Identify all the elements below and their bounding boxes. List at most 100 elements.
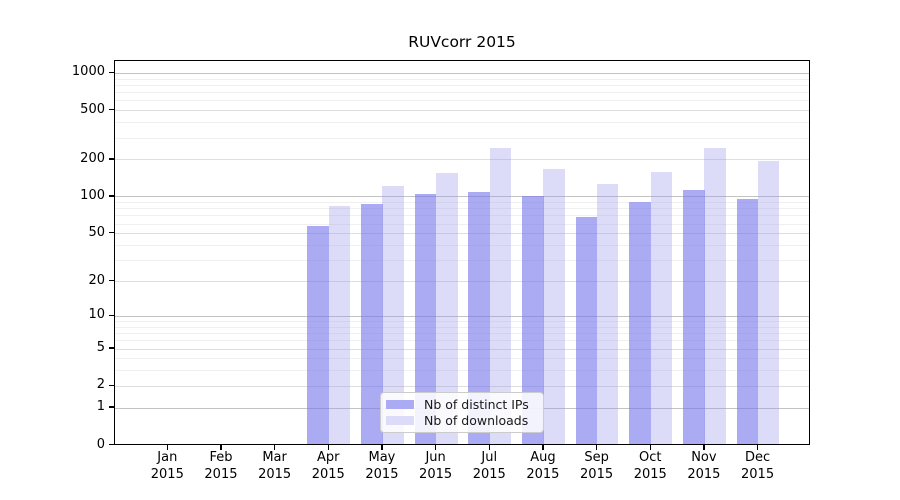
y-tick-label-2: 2 [96,377,105,393]
gridline-900 [115,78,809,80]
bar-ips-sep [575,217,598,444]
gridline-100 [115,196,809,198]
gridline-3 [115,370,809,372]
bar-downloads-jul [489,147,512,444]
x-tick-aug [542,444,544,450]
x-tick-label-sep: Sep 2015 [580,450,614,482]
bar-ips-dec [736,199,759,444]
y-tick-label-0: 0 [96,436,105,452]
x-tick-nov [703,444,705,450]
gridline-30 [115,260,809,262]
legend-item-downloads: Nb of downloads [386,413,537,428]
gridline-1000 [115,72,809,74]
y-tick-label-500: 500 [80,101,105,117]
gridline-800 [115,84,809,86]
x-tick-label-nov: Nov 2015 [687,450,721,482]
legend-item-distinct-ips: Nb of distinct IPs [386,397,537,412]
y-tick-label-1000: 1000 [71,64,105,80]
bar-downloads-jun [436,172,458,444]
bar-ips-oct [629,202,651,444]
bar-ips-may [361,204,383,444]
x-tick-jan [166,444,168,450]
legend-swatch-downloads [386,415,414,425]
y-tick-label-200: 200 [80,150,105,166]
gridline-70 [115,215,809,217]
y-tick-label-100: 100 [80,187,105,203]
y-tick-500 [109,109,114,111]
gridline-90 [115,202,809,204]
x-tick-may [381,444,383,450]
x-tick-mar [273,444,276,450]
gridline-600 [115,100,809,102]
x-tick-label-jun: Jun 2015 [419,450,453,482]
gridline-500 [115,110,809,112]
x-tick-feb [220,444,222,450]
bar-ips-jul [468,191,490,444]
y-tick-1 [109,406,114,408]
legend: Nb of distinct IPs Nb of downloads [380,391,544,433]
legend-label-distinct-ips: Nb of distinct IPs [424,396,529,412]
legend-swatch-distinct-ips [386,399,414,409]
y-tick-label-20: 20 [88,272,105,288]
gridline-20 [115,281,809,283]
gridline-9 [115,320,809,322]
plot-area [114,59,810,445]
bar-downloads-aug [543,168,565,444]
chart-title: RUVcorr 2015 [408,33,516,51]
y-tick-100 [109,195,114,197]
x-tick-apr [327,444,329,450]
gridline-40 [115,245,809,246]
bar-ips-jun [414,194,437,444]
y-tick-200 [109,158,114,160]
gridline-60 [115,223,809,225]
x-tick-label-jul: Jul 2015 [472,450,506,482]
x-tick-label-aug: Aug 2015 [526,450,560,482]
bar-downloads-may [382,185,404,444]
bar-downloads-oct [650,171,673,444]
gridline-7 [115,333,809,335]
gridline-700 [115,92,809,94]
gridline-80 [115,208,809,210]
x-tick-label-oct: Oct 2015 [633,450,667,482]
gridline-50 [115,233,809,235]
y-tick-label-1: 1 [96,399,105,415]
x-tick-label-mar: Mar 2015 [258,450,292,482]
x-tick-dec [756,444,759,450]
y-tick-20 [109,279,114,282]
bar-downloads-apr [328,206,351,444]
bar-downloads-sep [596,184,619,444]
gridline-2 [115,385,809,387]
y-tick-50 [109,232,114,234]
gridline-200 [115,159,809,161]
bar-ips-nov [683,189,705,444]
gridline-6 [115,340,809,342]
x-tick-jun [434,444,437,450]
gridline-300 [115,137,809,139]
bar-ips-aug [522,196,544,444]
bar-downloads-dec [757,161,780,444]
gridline-8 [115,326,809,328]
y-tick-0 [109,443,114,446]
x-tick-label-may: May 2015 [365,450,399,482]
x-tick-sep [595,444,598,450]
x-tick-label-jan: Jan 2015 [150,450,184,482]
x-tick-oct [649,444,651,450]
gridline-4 [115,358,809,360]
bar-downloads-nov [704,148,726,444]
gridline-400 [115,122,809,124]
y-tick-label-5: 5 [96,340,105,355]
y-tick-2 [109,384,114,387]
x-tick-label-apr: Apr 2015 [311,450,345,482]
gridline-5 [115,348,809,350]
y-tick-1000 [109,71,114,74]
y-tick-10 [109,314,114,317]
x-tick-label-feb: Feb 2015 [204,450,238,482]
x-tick-label-dec: Dec 2015 [741,450,775,482]
bar-ips-apr [307,225,329,444]
y-tick-5 [109,347,114,349]
legend-label-downloads: Nb of downloads [424,412,529,428]
y-tick-label-10: 10 [88,307,105,323]
x-tick-jul [488,444,490,450]
y-tick-label-50: 50 [88,224,105,240]
